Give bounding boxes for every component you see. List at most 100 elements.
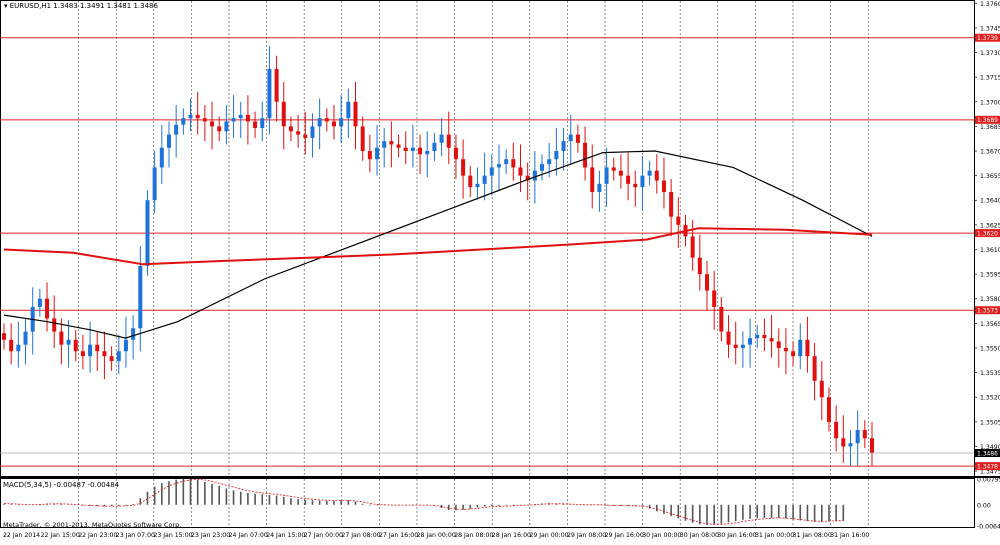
candle-body (382, 141, 387, 148)
price-tick-label: 1.3670 (980, 149, 1000, 156)
candle-body (848, 443, 853, 447)
candle-body (482, 175, 487, 184)
price-tick-label: 1.3550 (980, 345, 1000, 352)
moving-average-slow-line (3, 227, 873, 266)
price-tick-label: 1.3610 (980, 247, 1000, 254)
candle-body (281, 101, 286, 127)
price-tick-label: 1.3520 (980, 395, 1000, 402)
time-tick-label: 28 Jan 00:00 (417, 532, 456, 539)
candle-body (145, 200, 150, 266)
price-tick-label: 1.3625 (980, 222, 1000, 229)
level-price-tag (975, 229, 1000, 238)
time-tick-label: 24 Jan 07:00 (229, 532, 268, 539)
price-tick-label: 1.3475 (980, 469, 1000, 476)
candle-body (396, 144, 401, 148)
candle-body (597, 183, 602, 193)
candle-body (102, 351, 107, 357)
candle-body (80, 351, 85, 357)
candle-body (16, 344, 21, 352)
candle-body (453, 147, 458, 160)
copyright-text: MetaTrader, © 2001-2013, MetaQuotes Soft… (3, 521, 182, 529)
price-tick-label: 1.3640 (980, 198, 1000, 205)
candle-body (253, 121, 258, 129)
candle-body (568, 134, 573, 142)
macd-indicator-info: MACD(5,34,5) -0.00487 -0.00484 (3, 481, 120, 489)
candle-body (819, 380, 824, 398)
candle-body (590, 167, 595, 193)
candle-body (245, 114, 250, 122)
candle-body (561, 141, 566, 152)
symbol-dropdown-icon[interactable]: ▾ (4, 2, 8, 10)
candle-body (719, 306, 724, 332)
candle-body (618, 170, 623, 176)
candle-body (504, 159, 509, 165)
candle-body (166, 134, 171, 148)
candle-body (195, 114, 200, 119)
candle-body (317, 118, 322, 127)
level-price-tag (975, 462, 1000, 471)
candle-body (418, 147, 423, 155)
candle-body (202, 118, 207, 122)
candle-body (52, 318, 57, 332)
candle-body (489, 167, 494, 176)
candle-body (661, 180, 666, 193)
candle-body (389, 141, 394, 145)
candle-body (733, 344, 738, 348)
candle-body (188, 114, 193, 119)
candle-body (260, 118, 265, 129)
candle-body (37, 298, 42, 307)
candle-body (855, 430, 860, 444)
candle-body (769, 338, 774, 342)
candle-body (748, 338, 753, 345)
time-tick-label: 22 Jan 2014 (3, 532, 40, 539)
candle-body (826, 397, 831, 422)
candle-body (669, 192, 674, 217)
level-price-tag (975, 306, 1000, 315)
candle-body (647, 170, 652, 176)
price-tick-label: 1.3580 (980, 296, 1000, 303)
price-tick-label: 1.3490 (980, 444, 1000, 451)
candle-body (798, 339, 803, 357)
candle-body (540, 164, 545, 171)
candle-body (611, 167, 616, 171)
candle-body (224, 121, 229, 132)
candle-body (231, 118, 236, 122)
candle-body (274, 68, 279, 102)
time-tick-label: 31 Jan 16:00 (830, 532, 869, 539)
candle-body (310, 126, 315, 138)
candle-body (690, 236, 695, 258)
time-tick-label: 29 Jan 08:00 (567, 532, 606, 539)
candle-body (360, 126, 365, 152)
candle-body (95, 344, 100, 352)
candle-body (496, 164, 501, 168)
level-price-label: 1.3478 (977, 463, 998, 470)
macd-signal-line (3, 478, 844, 525)
candle-body (45, 298, 50, 319)
macd-tick-label: 0.00 (977, 502, 991, 509)
macd-tick-label: 0.00795 (977, 476, 1000, 483)
candle-body (475, 183, 480, 188)
candle-body (762, 334, 767, 339)
current-price-tag (975, 449, 1000, 458)
candle-body (353, 101, 358, 127)
candle-body (583, 142, 588, 168)
candle-body (518, 167, 523, 176)
time-tick-label: 30 Jan 16:00 (717, 532, 756, 539)
candle-body (511, 159, 516, 168)
candle-body (375, 147, 380, 160)
candle-body (288, 126, 293, 132)
candle-body (640, 175, 645, 188)
price-tick-label: 1.3565 (980, 321, 1000, 328)
candle-body (726, 331, 731, 345)
time-tick-label: 29 Jan 16:00 (605, 532, 644, 539)
candle-body (712, 290, 717, 307)
symbol-info-text: EURUSD,H1 1.3483 1.3491 1.3481 1.3486 (9, 2, 158, 10)
candle-body (604, 167, 609, 184)
time-tick-label: 29 Jan 00:00 (529, 532, 568, 539)
time-tick-label: 31 Jan 08:00 (793, 532, 832, 539)
price-tick-label: 1.3760 (980, 1, 1000, 8)
price-tick-label: 1.3505 (980, 419, 1000, 426)
candle-body (9, 339, 14, 352)
